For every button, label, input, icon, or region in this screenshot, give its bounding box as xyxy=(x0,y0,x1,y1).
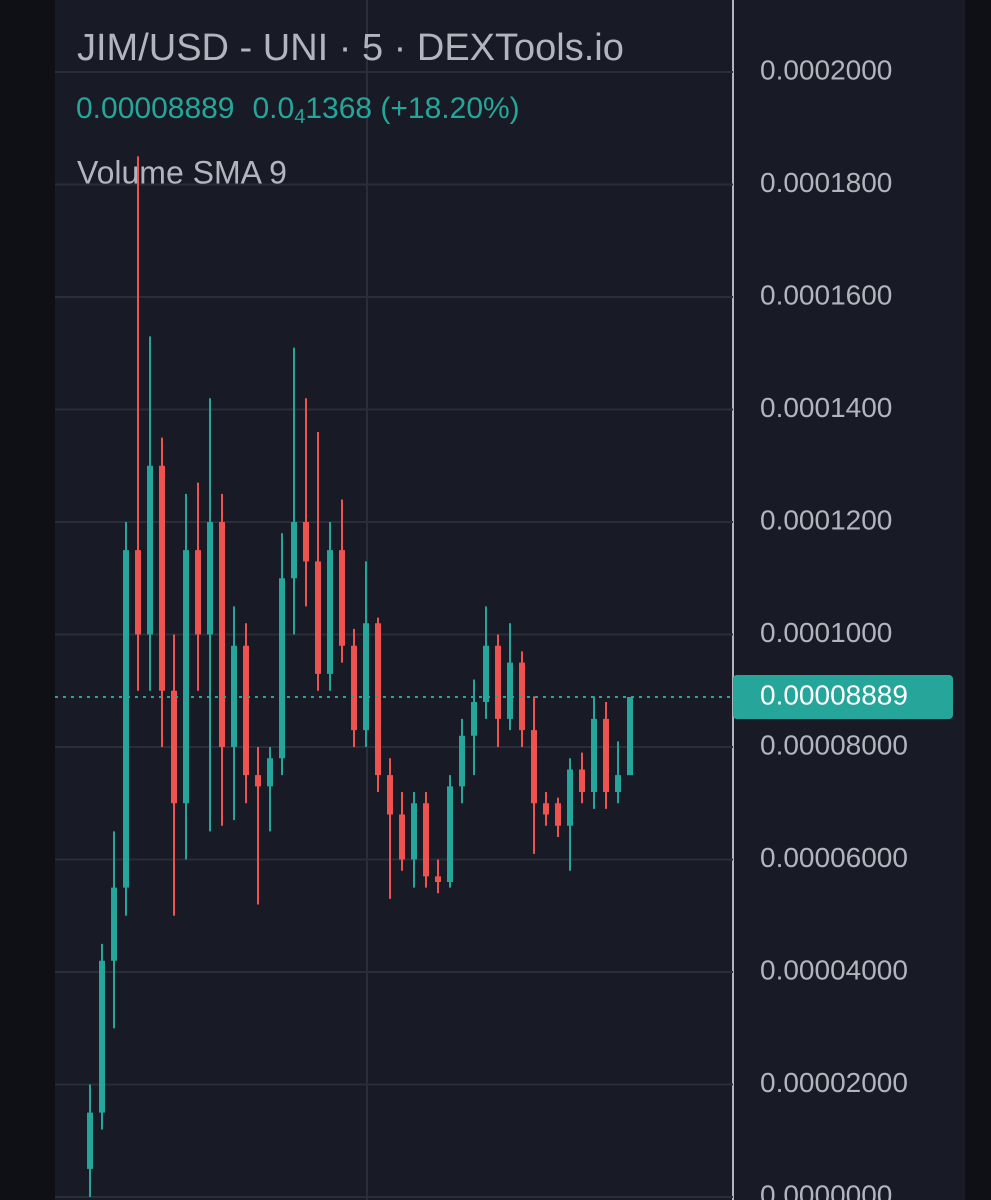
candle-body xyxy=(279,578,285,759)
candle-body xyxy=(507,662,513,719)
y-tick-label: 0.0000000 xyxy=(760,1179,892,1200)
candle-body xyxy=(579,769,585,792)
candle-body xyxy=(219,522,225,747)
change-sub: 4 xyxy=(294,106,305,128)
candle-body xyxy=(291,522,297,579)
y-tick-label: 0.0001200 xyxy=(760,504,892,535)
candle-body xyxy=(627,696,633,776)
y-tick-label: 0.0001600 xyxy=(760,279,892,310)
candle-body xyxy=(195,550,201,635)
candle-body xyxy=(531,730,537,804)
y-tick-label: 0.00008000 xyxy=(760,729,908,760)
candle-body xyxy=(267,758,273,787)
candle-body xyxy=(207,522,213,635)
candle-body xyxy=(399,814,405,860)
candle-body xyxy=(375,623,381,776)
change-rest: 1368 (+18.20%) xyxy=(305,92,519,125)
y-tick-label: 0.0001000 xyxy=(760,617,892,648)
candle-body xyxy=(471,702,477,736)
last-price-badge xyxy=(733,674,953,719)
candle-body xyxy=(435,876,441,882)
candle-body xyxy=(315,561,321,674)
candle-body xyxy=(543,803,549,815)
candle-body xyxy=(495,645,501,719)
last-price-label: 0.00008889 xyxy=(760,679,908,710)
candle-body xyxy=(87,1112,93,1169)
candle-body xyxy=(111,887,117,961)
candle-body xyxy=(483,645,489,702)
price: 0.00008889 xyxy=(76,92,235,125)
candle-body xyxy=(591,718,597,792)
candle-body xyxy=(243,645,249,776)
change: 0.0 xyxy=(253,92,295,125)
candle-body xyxy=(147,465,153,635)
price-line: 0.00008889 0.041368 (+18.20%) xyxy=(76,92,520,128)
candle-body xyxy=(615,775,621,792)
y-tick-label: 0.00006000 xyxy=(760,842,908,873)
candle-body xyxy=(255,775,261,787)
indicator: Volume SMA 9 xyxy=(77,154,287,190)
candle-body xyxy=(183,550,189,804)
candle-body xyxy=(363,623,369,731)
candle-body xyxy=(423,803,429,877)
candle-body xyxy=(159,465,165,691)
candle-body xyxy=(123,550,129,888)
plot-background xyxy=(55,0,965,1200)
candle-body xyxy=(447,786,453,882)
candle-body xyxy=(459,735,465,787)
candle-body xyxy=(603,718,609,792)
y-tick-label: 0.00004000 xyxy=(760,954,908,985)
candle-body xyxy=(555,803,561,826)
y-tick-label: 0.0001800 xyxy=(760,167,892,198)
candle-body xyxy=(411,803,417,860)
candle-body xyxy=(135,550,141,635)
candle-body xyxy=(99,960,105,1113)
candle-body xyxy=(387,775,393,815)
candle-body xyxy=(327,550,333,674)
candle-body xyxy=(171,690,177,804)
chart-title: JIM/USD - UNI · 5 · DEXTools.io xyxy=(77,27,624,69)
y-tick-label: 0.0002000 xyxy=(760,54,892,85)
y-tick-label: 0.0001400 xyxy=(760,392,892,423)
candle-body xyxy=(339,550,345,646)
candle-body xyxy=(303,522,309,562)
y-tick-label: 0.00002000 xyxy=(760,1067,908,1098)
candle-body xyxy=(567,769,573,826)
candle-body xyxy=(351,645,357,731)
